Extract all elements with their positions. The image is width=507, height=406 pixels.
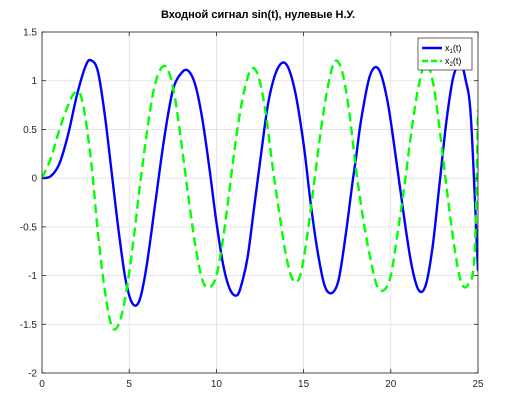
y-tick-label: -0.5 [20, 222, 38, 233]
legend-box [417, 37, 473, 71]
x-tick-label: 5 [126, 379, 132, 390]
y-tick-label: 0 [31, 174, 37, 185]
ticks: 0 5 10 15 20 25 1.5 1 0.5 0 -0.5 -1 -1.5 -2 [20, 28, 484, 391]
y-tick-label: -1.5 [20, 320, 38, 331]
y-tick-label: -2 [28, 369, 37, 380]
y-tick-label: 1 [31, 76, 37, 87]
x-tick-label: 10 [211, 379, 223, 390]
chart-title: Входной сигнал sin(t), нулевые Н.У. [161, 9, 355, 21]
series-line-1 [42, 58, 478, 307]
legend: x1(t)x2(t) [417, 37, 473, 71]
y-tick-label: 0.5 [23, 125, 37, 136]
y-tick-label: -1 [28, 271, 37, 282]
x-tick-label: 20 [385, 379, 397, 390]
x-tick-label: 15 [298, 379, 310, 390]
y-tick-label: 1.5 [23, 28, 37, 39]
plot-frame [41, 31, 479, 374]
x-tick-label: 0 [39, 379, 45, 390]
legend-label-1: x1(t) [445, 43, 461, 55]
x-tick-label: 25 [472, 379, 484, 390]
series-line-2 [42, 59, 478, 331]
legend-label-2: x2(t) [445, 56, 461, 68]
series-layer [42, 58, 478, 331]
